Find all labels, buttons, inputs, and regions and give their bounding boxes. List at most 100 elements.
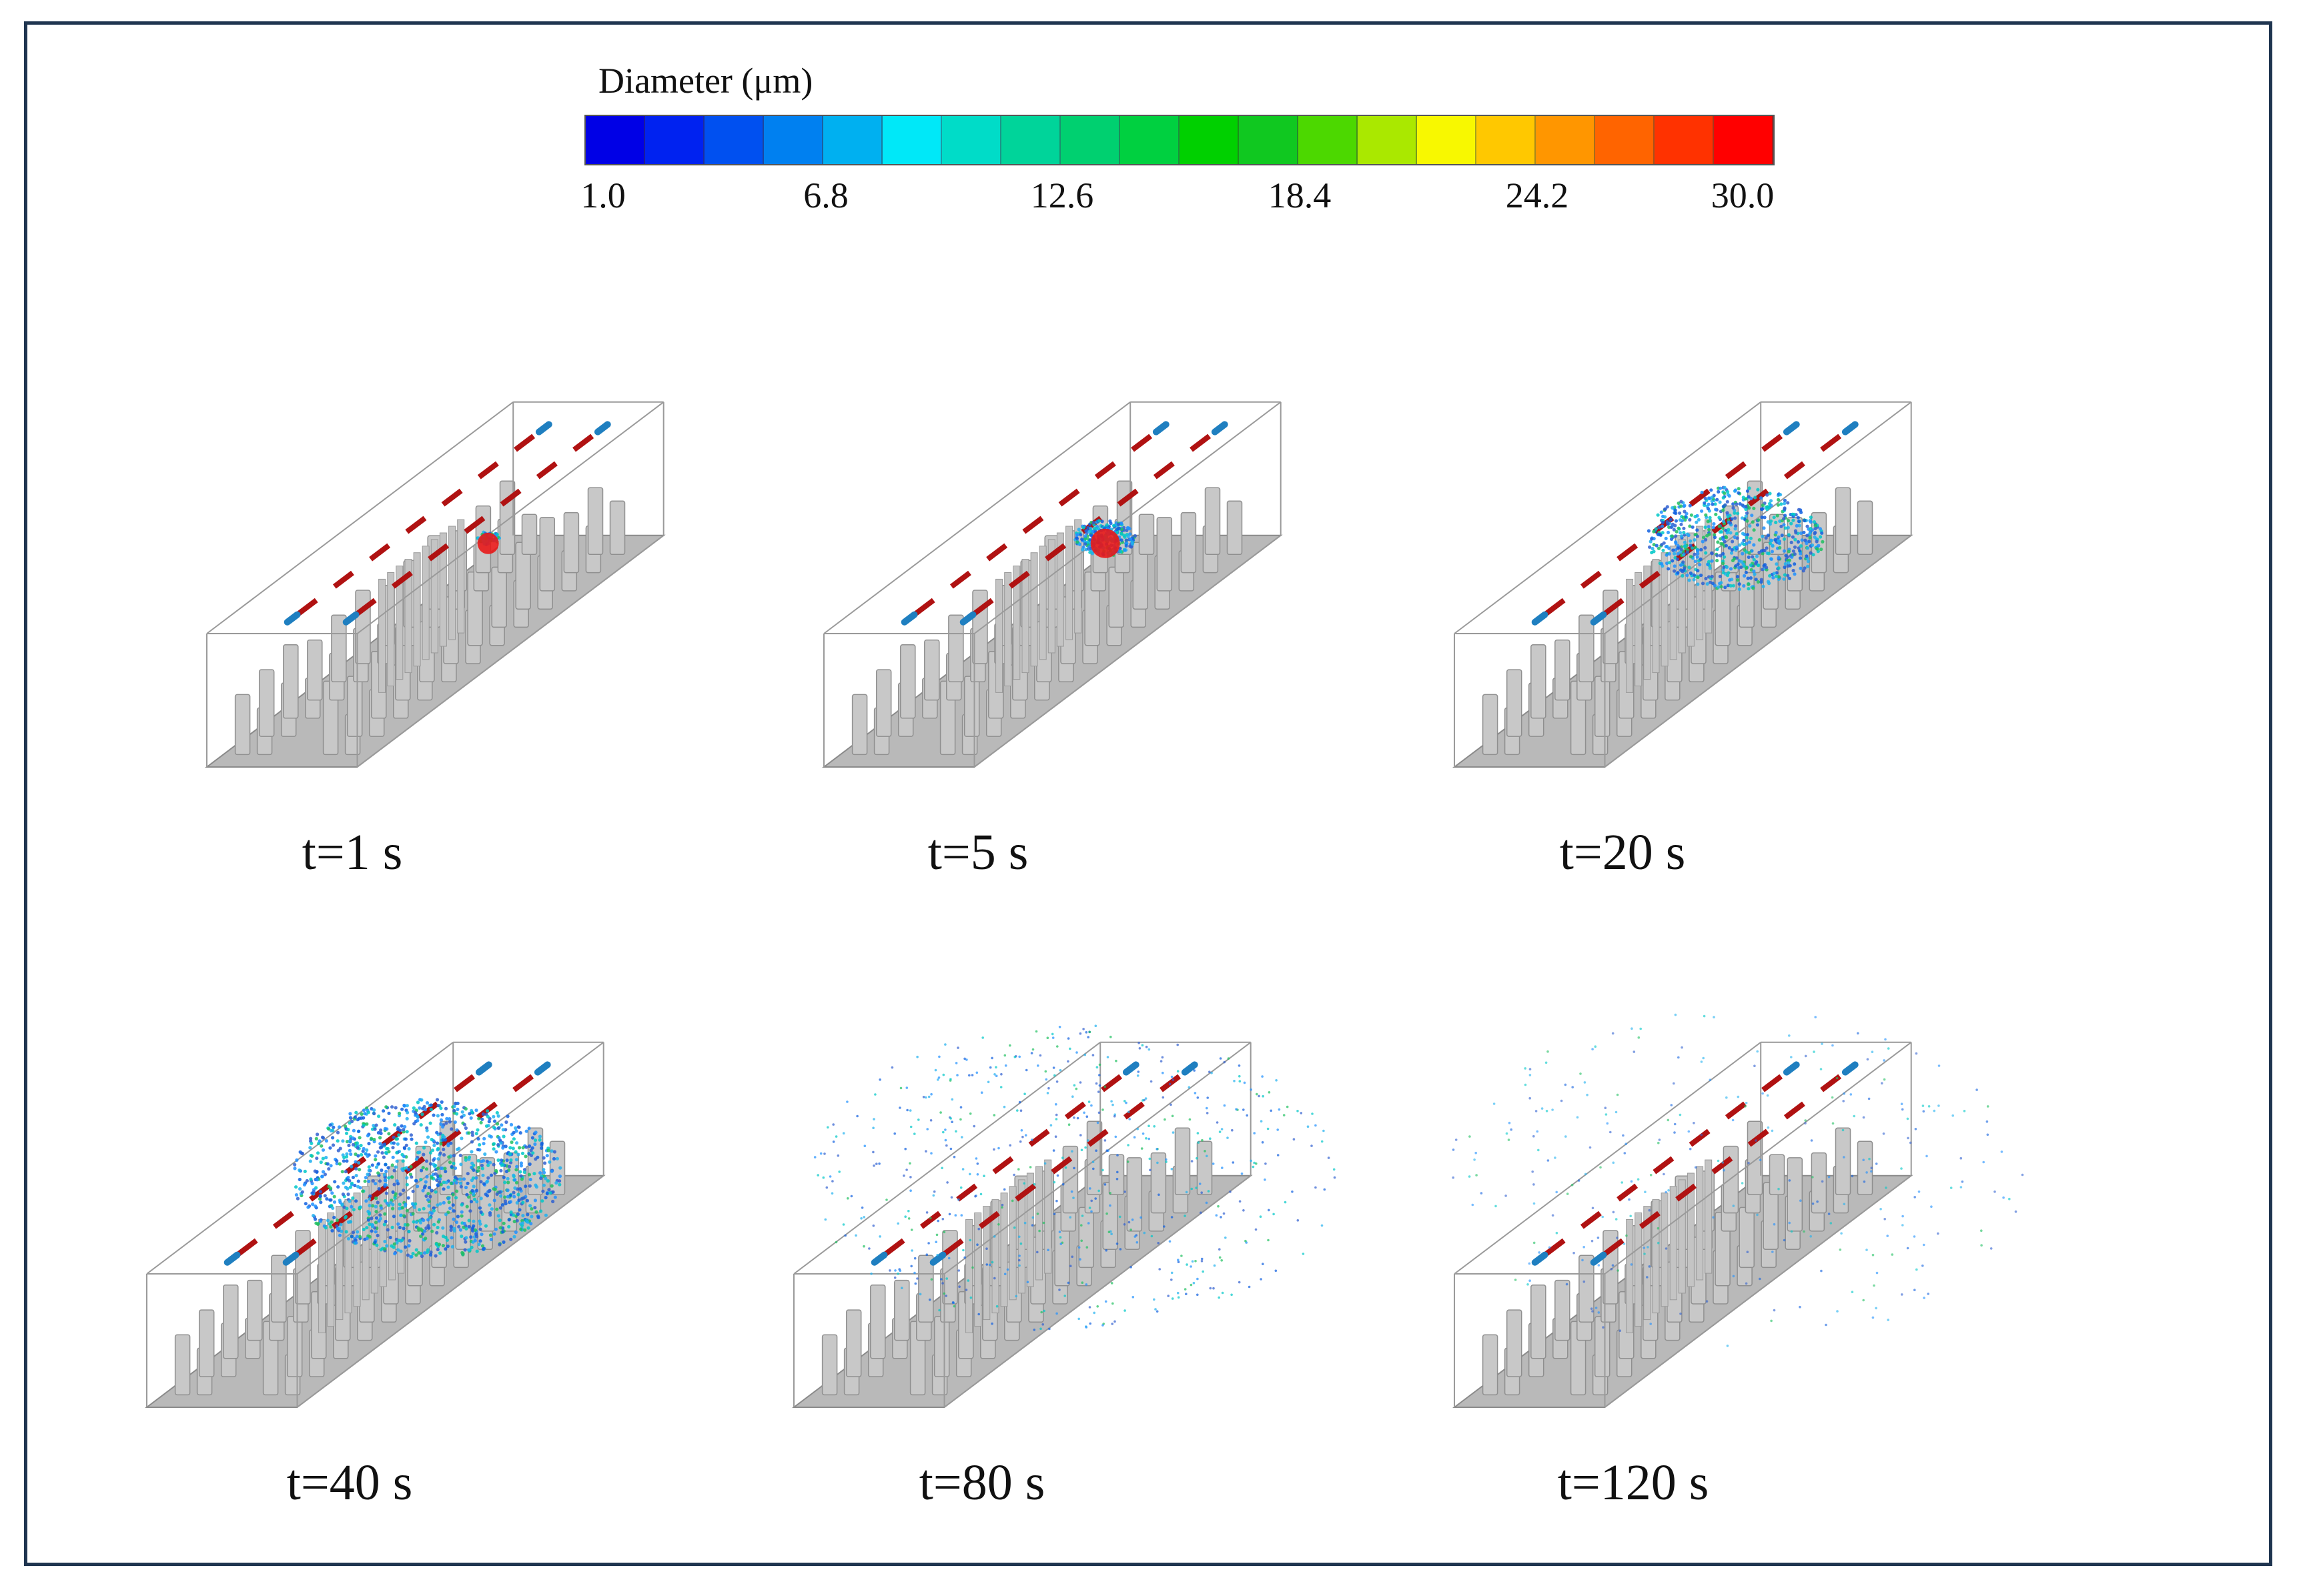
droplet — [1231, 1128, 1234, 1132]
droplet — [995, 1074, 998, 1077]
droplet — [420, 1098, 424, 1102]
droplet — [547, 1188, 551, 1192]
droplet — [419, 1178, 423, 1182]
colorbar-swatch — [883, 116, 942, 164]
droplet — [522, 1170, 526, 1174]
droplet — [458, 1153, 462, 1157]
air-vent — [535, 421, 552, 436]
droplet — [1528, 1279, 1531, 1282]
droplet — [1803, 518, 1807, 522]
air-vent — [1783, 1061, 1800, 1076]
droplet — [494, 1168, 498, 1172]
droplet — [1685, 550, 1689, 554]
droplet — [1067, 1037, 1070, 1040]
droplet — [1153, 1125, 1156, 1128]
droplet — [1079, 1258, 1081, 1261]
seat — [1594, 676, 1610, 737]
droplet — [378, 1142, 382, 1146]
droplet — [470, 1178, 474, 1182]
droplet — [993, 1277, 996, 1280]
time-label: t=120 s — [1557, 1455, 1709, 1511]
droplet — [344, 1215, 348, 1219]
droplet — [968, 1074, 971, 1077]
droplet — [1205, 1201, 1208, 1205]
ceiling-light — [296, 430, 541, 616]
droplet — [470, 1161, 474, 1165]
seat — [286, 1316, 303, 1377]
droplet — [1679, 548, 1683, 552]
droplet — [1703, 496, 1707, 500]
droplet — [1791, 568, 1795, 573]
droplet — [376, 1201, 380, 1205]
droplet — [1811, 543, 1815, 547]
droplet — [383, 1182, 387, 1186]
droplet — [1673, 1082, 1675, 1085]
droplet — [1674, 541, 1678, 545]
droplet — [1696, 582, 1700, 586]
droplet — [1659, 510, 1663, 514]
droplet — [412, 1205, 416, 1209]
droplet — [1691, 525, 1695, 529]
droplet — [1031, 1138, 1033, 1141]
droplet — [1683, 540, 1687, 544]
droplet — [1137, 1041, 1140, 1044]
colorbar-swatch — [1120, 116, 1180, 164]
seat — [587, 487, 604, 556]
droplet — [1679, 522, 1683, 526]
droplet — [1098, 1074, 1101, 1076]
droplet — [439, 1142, 443, 1146]
droplet — [1719, 554, 1723, 558]
droplet — [1571, 1086, 1574, 1088]
droplet — [1745, 519, 1749, 523]
droplet — [1075, 536, 1079, 541]
droplet — [502, 1134, 506, 1138]
droplet — [1921, 1104, 1925, 1107]
droplet — [1320, 1224, 1324, 1227]
droplet — [1020, 1129, 1023, 1132]
droplet — [362, 1108, 366, 1112]
air-vent — [1181, 1061, 1198, 1076]
droplet — [1733, 527, 1737, 531]
droplet — [454, 1196, 458, 1200]
droplet — [293, 1162, 297, 1166]
droplet — [521, 1214, 525, 1218]
droplet — [1110, 1282, 1113, 1285]
droplet — [1083, 1111, 1085, 1114]
outline-edge — [146, 1042, 454, 1275]
droplet — [1085, 1031, 1088, 1034]
air-vent — [284, 611, 301, 626]
droplet — [368, 1194, 372, 1198]
droplet — [436, 1141, 440, 1145]
droplet — [1873, 1284, 1875, 1287]
droplet — [460, 1210, 464, 1214]
droplet — [1792, 512, 1796, 516]
droplet — [1839, 1249, 1842, 1251]
droplet — [499, 1141, 503, 1145]
droplet — [422, 1146, 426, 1150]
droplet — [879, 1078, 881, 1081]
droplet — [1782, 549, 1787, 553]
droplet — [509, 1122, 514, 1126]
droplet — [953, 1305, 956, 1308]
droplet — [354, 1152, 358, 1156]
droplet — [325, 1197, 329, 1201]
droplet — [355, 1141, 359, 1145]
droplet — [1783, 573, 1787, 577]
droplet — [948, 1213, 951, 1216]
droplet — [394, 1165, 398, 1169]
droplet — [1176, 1043, 1179, 1046]
droplet — [997, 1146, 1000, 1150]
droplet — [1221, 1291, 1224, 1295]
droplet — [357, 1129, 361, 1133]
droplet — [432, 1223, 436, 1227]
droplet — [1739, 565, 1743, 569]
droplet — [1727, 528, 1731, 532]
droplet — [397, 1133, 401, 1137]
droplet — [1679, 568, 1683, 572]
droplet — [1914, 1128, 1917, 1130]
droplet — [509, 1158, 513, 1162]
droplet — [445, 1116, 449, 1120]
droplet — [1049, 1124, 1053, 1126]
droplet — [368, 1235, 372, 1239]
droplet — [336, 1148, 340, 1152]
